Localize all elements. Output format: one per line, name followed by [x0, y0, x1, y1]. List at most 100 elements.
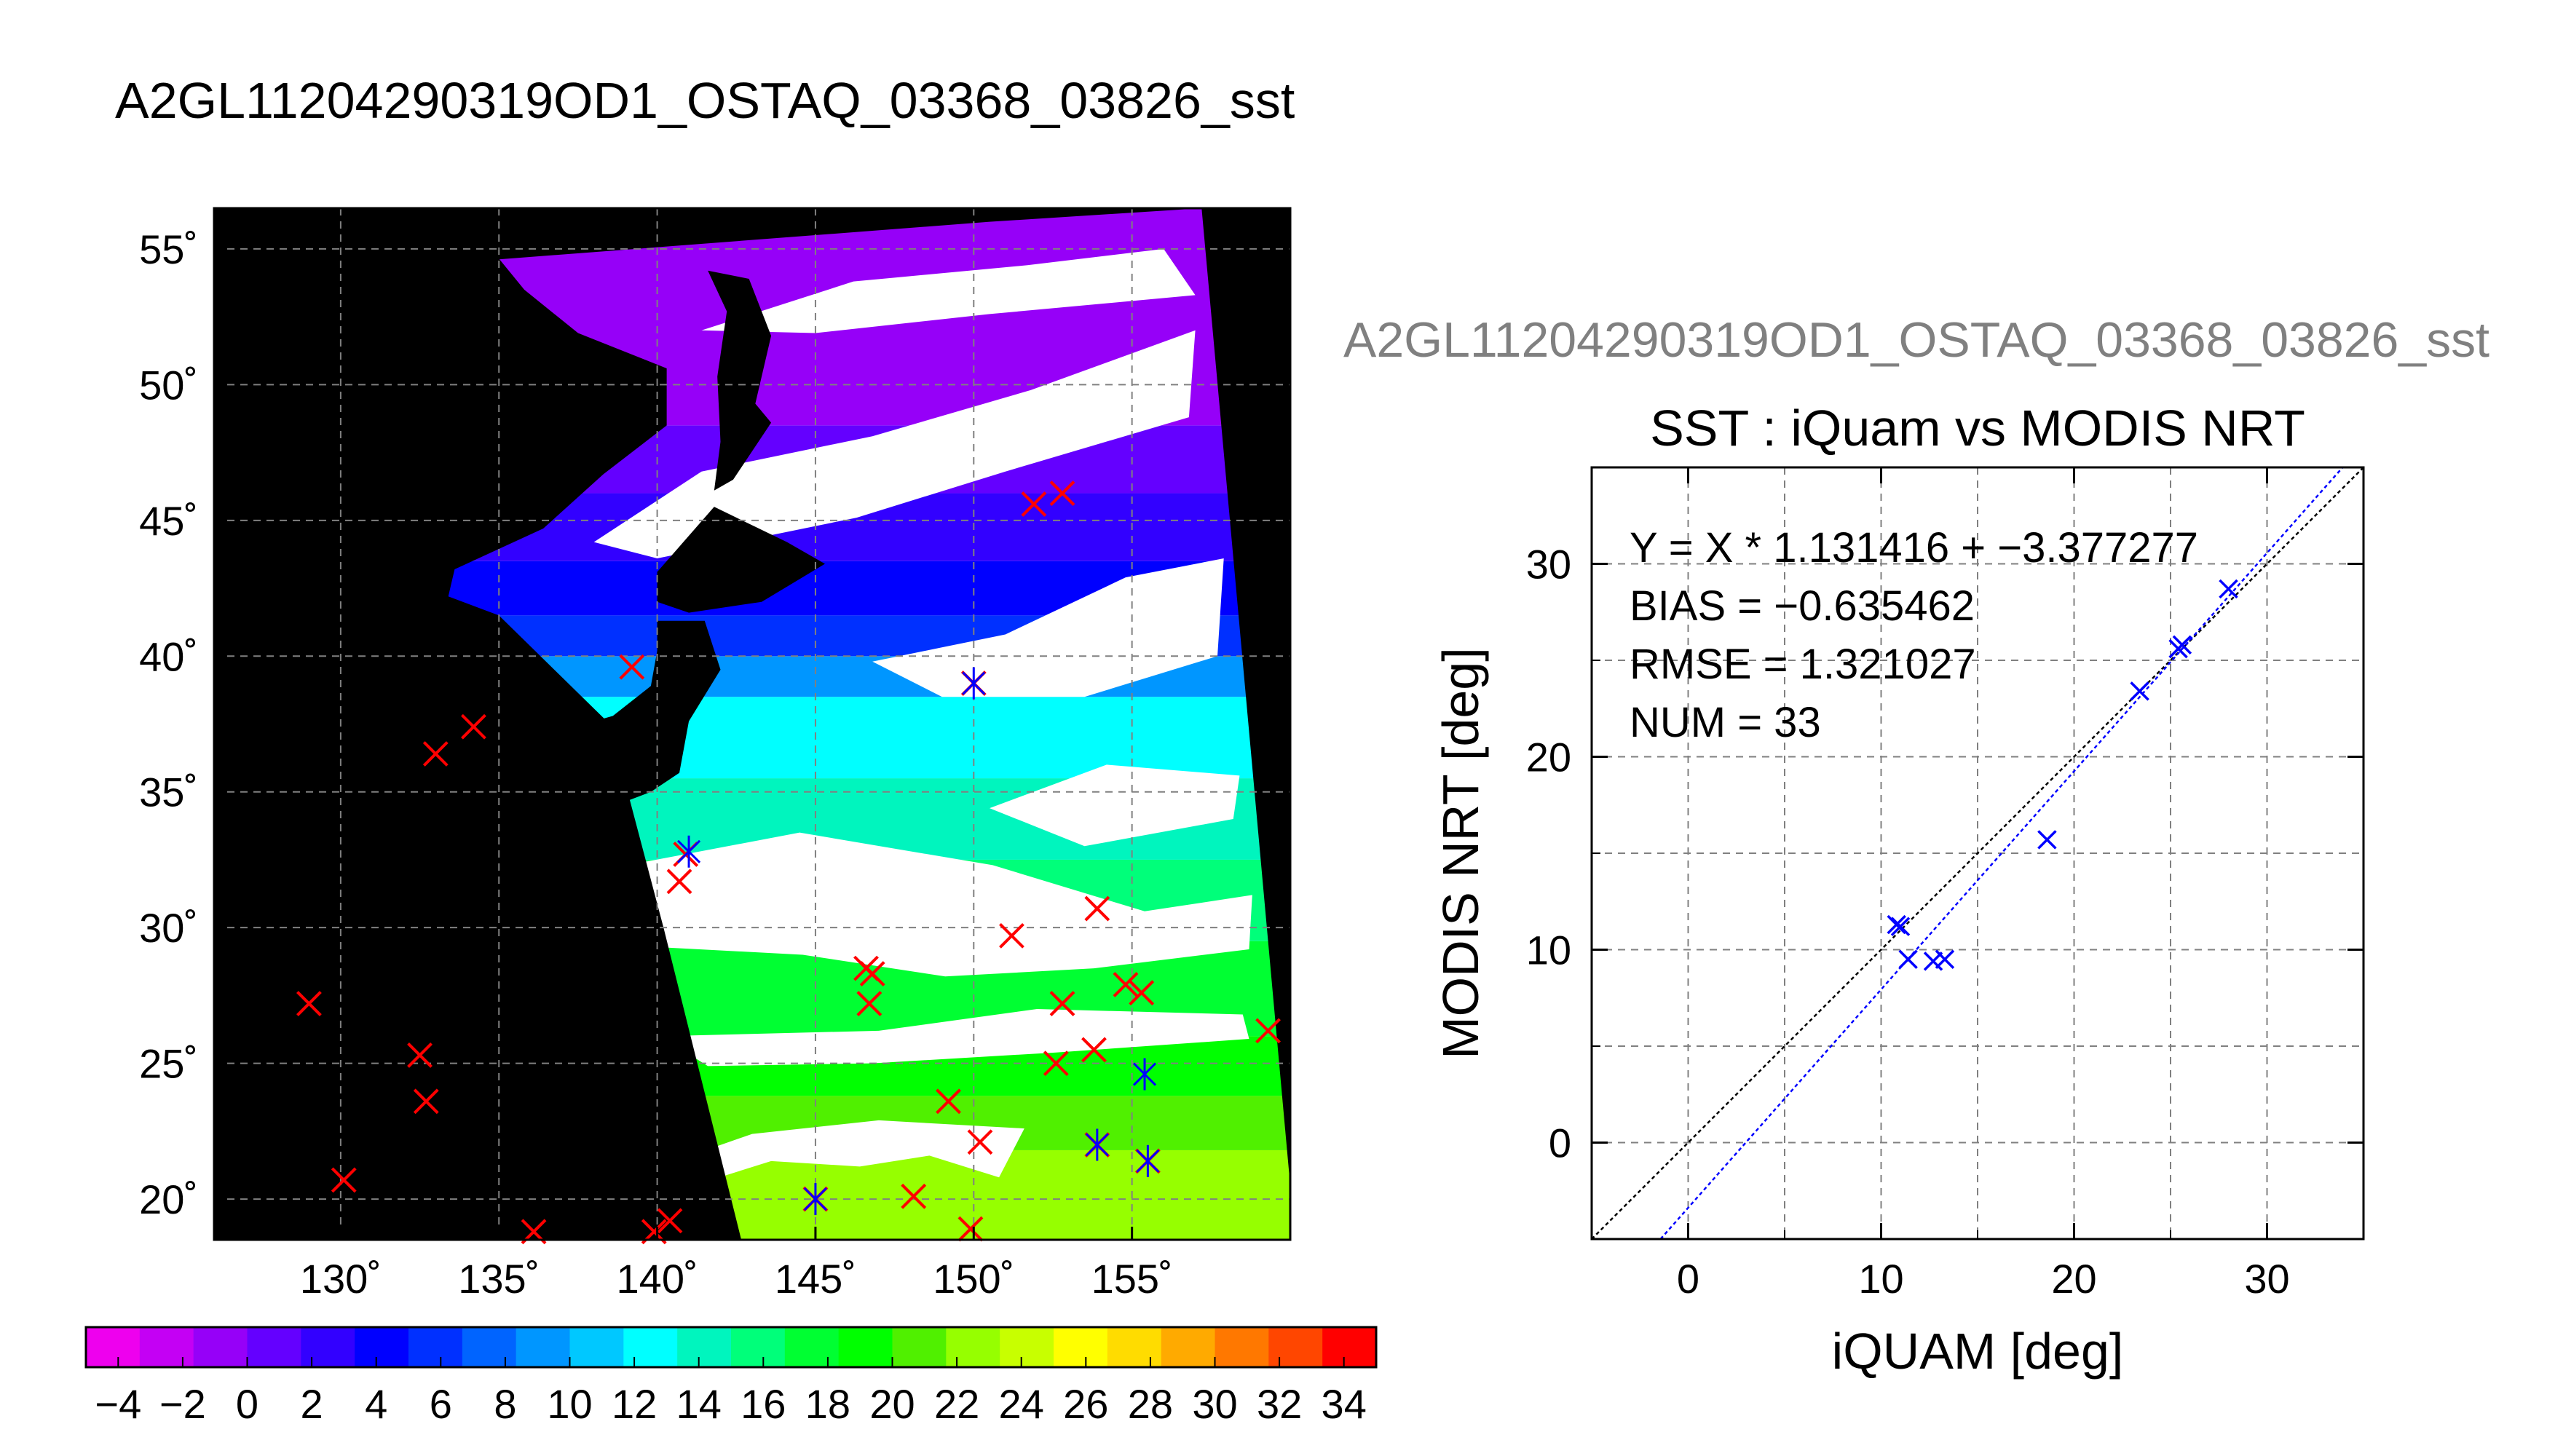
scatter-y-tick-label: 0 — [1549, 1120, 1571, 1166]
scatter-stat-line: RMSE = 1.321027 — [1630, 641, 1976, 688]
scatter-point — [2172, 635, 2192, 655]
scatter-point — [2037, 830, 2057, 850]
map-lat-label: 55˚ — [139, 226, 198, 272]
map-lat-label: 50˚ — [139, 362, 198, 408]
scatter-plot-area — [1592, 467, 2364, 1239]
x-axis-label: iQUAM [deg] — [1832, 1323, 2124, 1380]
iquam-point — [936, 1088, 961, 1115]
iquam-point — [901, 1183, 927, 1209]
matchup-x — [962, 671, 986, 695]
matchup-x — [1085, 1133, 1109, 1157]
land-mass — [214, 601, 297, 822]
map-lat-label: 20˚ — [139, 1176, 198, 1222]
iquam-point — [859, 961, 885, 986]
iquam-point — [413, 1088, 439, 1115]
scatter-x-tick-label: 0 — [1677, 1256, 1699, 1302]
iquam-point — [1021, 491, 1047, 517]
map-lat-label: 40˚ — [139, 633, 198, 679]
scatter-overtitle: A2GL11204290319OD1_OSTAQ_03368_03826_sst — [1343, 312, 2489, 368]
matchup-point — [962, 667, 986, 700]
matchup-point — [676, 835, 701, 868]
scatter-title: SST : iQuam vs MODIS NRT — [1650, 400, 2305, 456]
colorbar-swatch — [516, 1327, 570, 1367]
iquam-point — [856, 991, 882, 1016]
off-swath-area — [214, 208, 1202, 1240]
iquam-point — [331, 1167, 357, 1193]
scatter-point — [1887, 914, 1906, 935]
scatter-point — [2168, 638, 2188, 659]
land-mass — [214, 208, 667, 806]
iquam-point — [422, 741, 449, 767]
iquam-point — [1049, 991, 1075, 1016]
colorbar-swatch — [355, 1327, 409, 1367]
figure-title: A2GL11204290319OD1_OSTAQ_03368_03826_sst — [115, 72, 1295, 129]
matchup-point — [1136, 1144, 1160, 1177]
scatter-stat-line: NUM = 33 — [1630, 699, 1821, 746]
matchup-x — [1136, 1149, 1160, 1173]
cloud-mask — [593, 330, 1196, 559]
regression-line — [1659, 467, 2344, 1240]
map-lon-label: 130˚ — [300, 1256, 382, 1302]
colorbar-label: 26 — [1063, 1381, 1108, 1427]
colorbar-swatch — [301, 1327, 355, 1367]
scatter-stat-line: Y = X * 1.131416 + −3.377277 — [1630, 524, 2198, 571]
colorbar-swatch — [1215, 1327, 1269, 1367]
colorbar-label: 30 — [1192, 1381, 1237, 1427]
iquam-point — [1043, 1051, 1069, 1077]
colorbar-label: −4 — [95, 1381, 141, 1427]
colorbar-swatch — [784, 1327, 840, 1367]
iquam-point — [967, 1129, 993, 1155]
colorbar-swatch — [139, 1327, 194, 1367]
colorbar-label: −2 — [159, 1381, 206, 1427]
iquam-point — [407, 1042, 433, 1068]
matchup-point — [1085, 1128, 1109, 1161]
iquam-point — [1255, 1018, 1281, 1044]
map-lat-label: 45˚ — [139, 498, 198, 544]
colorbar-label: 16 — [741, 1381, 786, 1427]
colorbar-swatch — [247, 1327, 301, 1367]
cloud-mask — [990, 764, 1240, 847]
colorbar-label: 32 — [1257, 1381, 1302, 1427]
map-lat-label: 35˚ — [139, 769, 198, 815]
colorbar-label: 18 — [805, 1381, 850, 1427]
scatter-point — [2219, 579, 2238, 599]
colorbar-label: 8 — [494, 1381, 516, 1427]
map-lat-label: 30˚ — [139, 905, 198, 951]
colorbar-swatch — [1107, 1327, 1162, 1367]
colorbar-swatch — [623, 1327, 678, 1367]
colorbar-label: 6 — [430, 1381, 452, 1427]
scatter-x-tick-label: 10 — [1858, 1256, 1903, 1302]
colorbar-swatch — [946, 1327, 1000, 1367]
iquam-point — [957, 1216, 984, 1242]
map-lon-label: 145˚ — [775, 1256, 856, 1302]
land-mass — [657, 507, 825, 613]
scatter-point — [1898, 949, 1918, 969]
iquam-point — [1113, 972, 1139, 997]
scatter-y-tick-label: 30 — [1526, 542, 1571, 587]
cloud-mask — [660, 1009, 1249, 1067]
colorbar-swatch — [462, 1327, 517, 1367]
colorbar-swatch — [408, 1327, 463, 1367]
scatter-x-tick-label: 30 — [2244, 1256, 2289, 1302]
cloud-mask — [641, 1120, 1024, 1202]
scatter-point — [1923, 951, 1943, 971]
matchup-x — [676, 839, 701, 863]
iquam-point — [461, 713, 486, 740]
scatter-point — [1935, 949, 1955, 969]
iquam-point — [296, 991, 322, 1016]
colorbar-swatch — [838, 1327, 893, 1367]
land-mass — [708, 270, 772, 491]
colorbar-swatch — [677, 1327, 732, 1367]
colorbar-label: 12 — [612, 1381, 657, 1427]
colorbar-label: 24 — [999, 1381, 1044, 1427]
colorbar-label: 0 — [236, 1381, 258, 1427]
y-axis-label: MODIS NRT [deg] — [1432, 647, 1489, 1059]
colorbar-swatch — [1161, 1327, 1215, 1367]
iquam-point — [1129, 980, 1155, 1006]
matchup-point — [803, 1183, 828, 1216]
one-to-one-line — [1591, 467, 2364, 1240]
colorbar-swatch — [1000, 1327, 1054, 1367]
matchup-x — [803, 1187, 828, 1211]
colorbar-swatch — [569, 1327, 624, 1367]
colorbar-label: 14 — [676, 1381, 722, 1427]
